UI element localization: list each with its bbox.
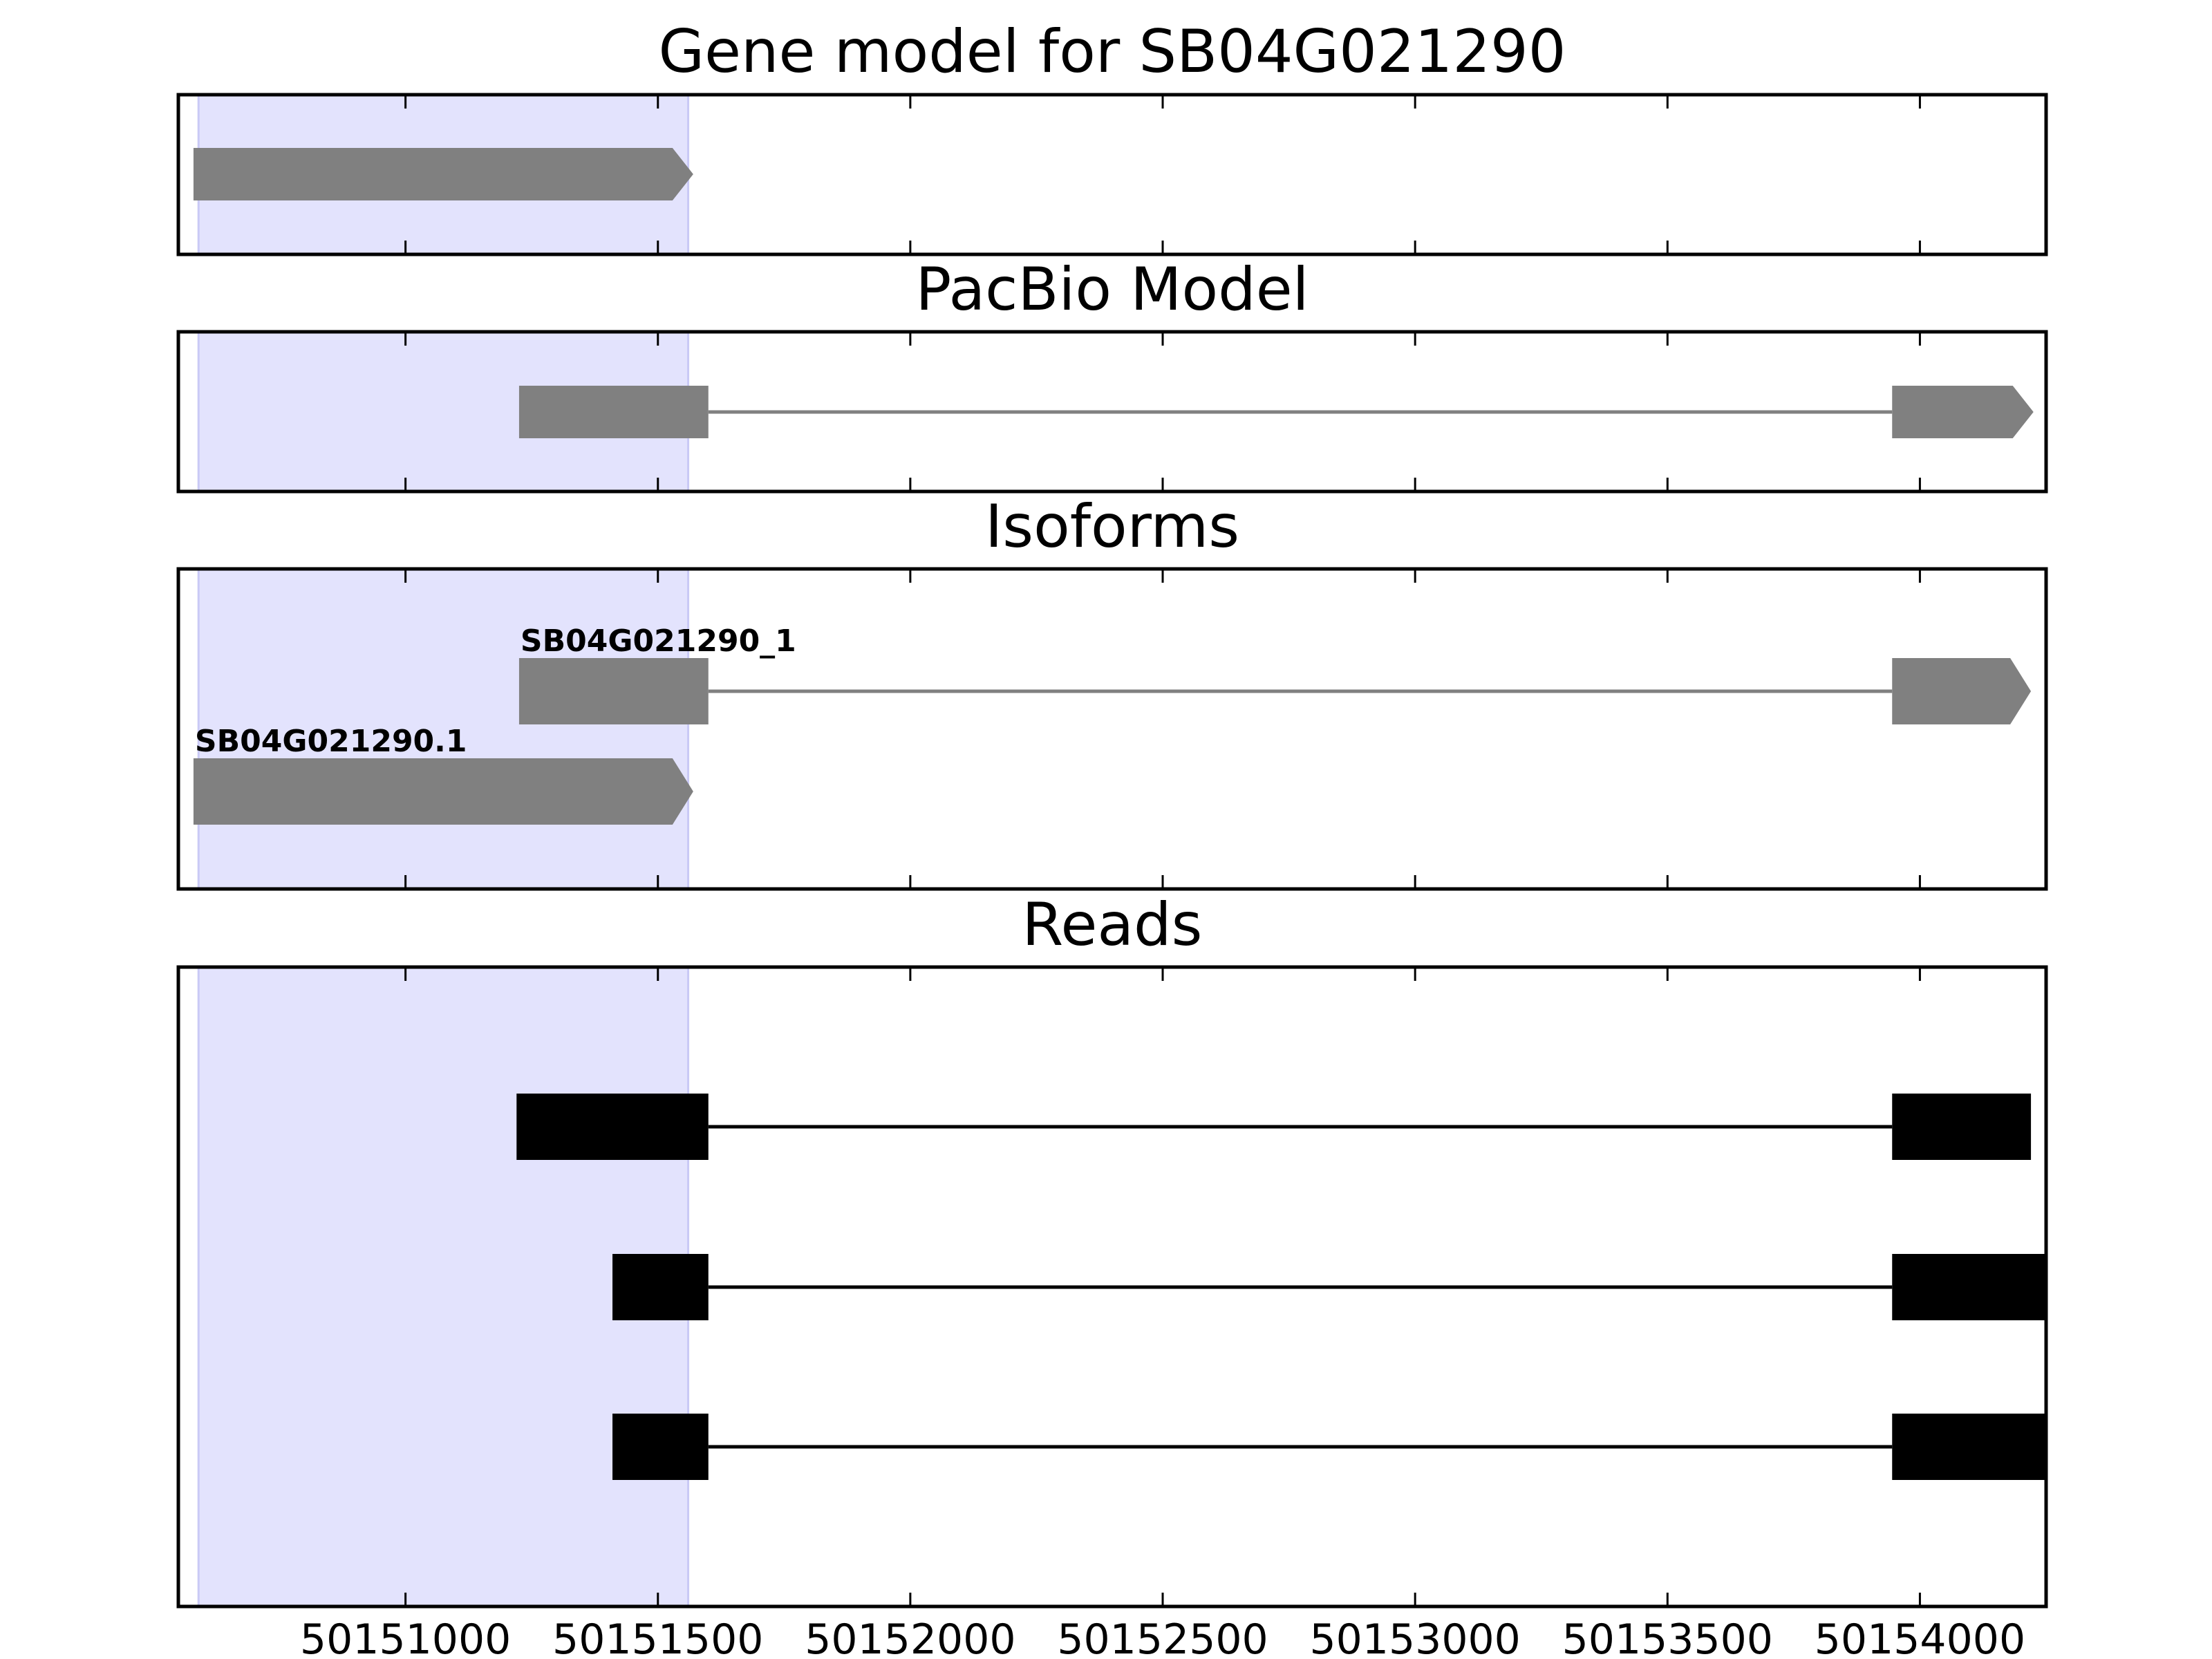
x-tick-label: 50151000 [300,1615,511,1659]
highlight-region [197,967,690,1606]
reads-ticks [404,967,1921,1606]
isoform-label: SB04G021290.1 [195,724,467,759]
read-exon [612,1254,709,1320]
panel-pacbio-model: PacBio Model [176,255,2048,494]
gene-model-title: Gene model for SB04G021290 [659,17,1566,86]
gene-model-ticks [404,95,1921,254]
x-tick-labels: 50151000 50151500 50152000 50152500 50153000… [300,1615,2025,1659]
exon-arrow [193,758,693,825]
exon [518,658,709,724]
panel-reads: Reads [176,890,2048,1609]
read-exon [1892,1094,2032,1160]
reads-frame [176,965,2048,1609]
isoforms-labels: SB04G021290_1 SB04G021290.1 [195,624,796,759]
exon [518,386,709,438]
pacbio-model-frame [176,330,2048,494]
isoforms-features [193,658,2032,825]
gene-model-features [193,148,693,200]
reads-features [516,1094,2046,1480]
read-exon [1892,1254,2046,1320]
isoforms-frame [176,567,2048,891]
highlight-region [197,569,690,889]
read-exon [612,1414,709,1480]
pacbio-model-title: PacBio Model [915,255,1309,324]
isoforms-ticks [404,569,1921,889]
exon-arrow [193,148,693,200]
isoforms-title: Isoforms [985,492,1239,561]
x-tick-label: 50152000 [805,1615,1015,1659]
gene-model-frame [176,93,2048,256]
read-exon [1892,1414,2046,1480]
pacbio-model-ticks [404,332,1921,491]
isoform-label: SB04G021290_1 [521,624,796,659]
pacbio-model-features [518,386,2034,438]
panel-isoforms: SB04G021290_1 SB04G021290.1 Isoforms [176,492,2048,891]
x-tick-label: 50153000 [1309,1615,1520,1659]
read-exon [516,1094,709,1160]
exon-arrow [1892,386,2034,438]
reads-title: Reads [1022,890,1203,959]
panel-gene-model: Gene model for SB04G021290 [176,17,2048,256]
x-tick-label: 50151500 [552,1615,763,1659]
x-tick-label: 50152500 [1057,1615,1268,1659]
x-tick-label: 50154000 [1815,1615,2025,1659]
exon-arrow [1892,658,2032,724]
x-tick-label: 50153500 [1562,1615,1773,1659]
